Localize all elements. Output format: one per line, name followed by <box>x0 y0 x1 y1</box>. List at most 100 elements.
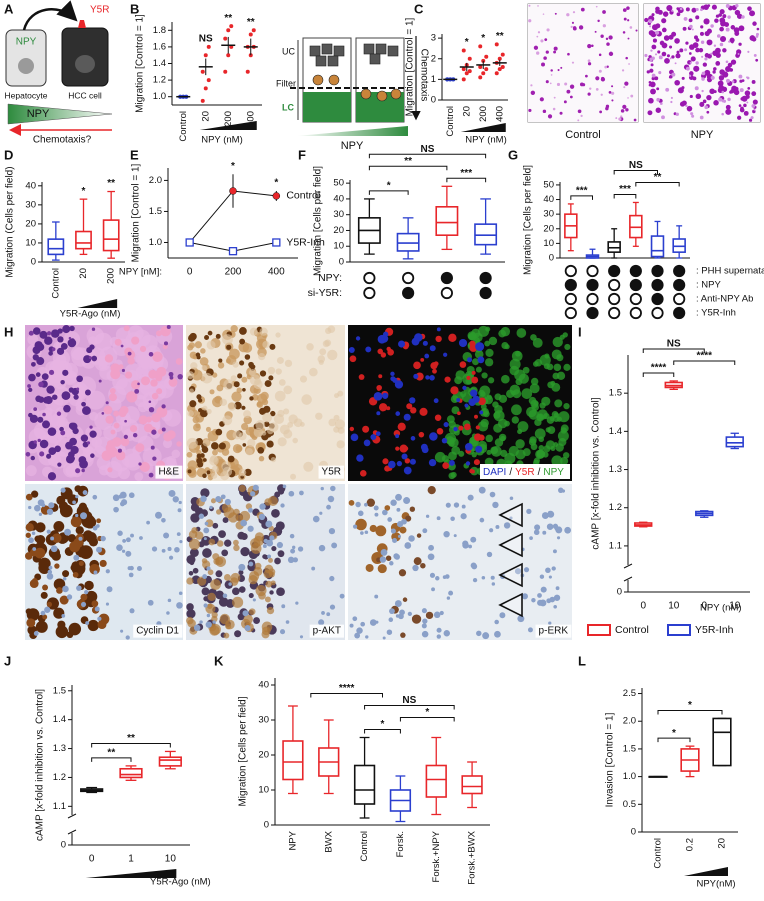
texture <box>563 100 567 104</box>
texture <box>48 565 53 570</box>
texture <box>661 18 667 24</box>
texture <box>389 608 395 615</box>
texture <box>76 375 83 383</box>
texture <box>281 604 286 609</box>
texture <box>670 100 673 104</box>
texture <box>231 391 242 402</box>
texture <box>481 576 486 580</box>
texture <box>498 329 507 338</box>
texture <box>39 451 45 457</box>
texture <box>618 117 622 121</box>
texture <box>378 374 383 379</box>
texture <box>445 436 455 445</box>
texture <box>179 540 183 544</box>
texture <box>509 516 513 520</box>
texture <box>98 379 102 383</box>
texture <box>429 345 436 352</box>
texture <box>236 514 244 522</box>
label-bg <box>318 465 344 479</box>
chamber-label: LC <box>282 102 294 112</box>
data-dot <box>497 67 502 72</box>
texture <box>537 31 541 34</box>
texture <box>704 105 709 110</box>
texture <box>521 593 528 600</box>
texture <box>148 407 155 413</box>
texture <box>266 440 274 448</box>
texture <box>399 526 407 534</box>
x-tick-label: 0 <box>89 854 95 865</box>
texture <box>487 377 495 384</box>
texture <box>650 49 653 52</box>
texture <box>717 80 724 87</box>
texture <box>232 361 239 368</box>
x-axis-label: Y5R-Ago (nM) <box>150 877 211 888</box>
texture <box>409 506 416 512</box>
texture <box>689 94 693 99</box>
texture <box>210 579 221 590</box>
texture <box>206 566 211 571</box>
x-axis-label: NPY [nM]: <box>119 267 162 278</box>
condition-marker <box>479 286 492 300</box>
texture <box>733 27 740 33</box>
texture <box>207 430 219 442</box>
x-tick-label: 10 <box>165 854 177 865</box>
significance: * <box>387 181 391 192</box>
panel-letter: G <box>508 147 518 162</box>
texture <box>218 442 226 450</box>
texture <box>202 473 207 479</box>
texture <box>224 498 231 505</box>
texture <box>155 511 162 519</box>
texture <box>262 412 272 423</box>
texture <box>162 344 168 350</box>
texture <box>207 330 213 336</box>
texture <box>98 613 110 625</box>
texture <box>215 333 221 339</box>
texture <box>238 432 247 441</box>
texture <box>699 101 705 107</box>
legend-swatch <box>667 624 691 636</box>
texture <box>474 414 478 419</box>
texture <box>196 453 202 459</box>
texture <box>669 57 672 60</box>
texture <box>150 379 158 387</box>
texture <box>403 466 412 475</box>
texture <box>681 76 685 80</box>
direction-label: Chemotaxis <box>418 49 429 102</box>
significance: ** <box>107 748 115 759</box>
texture <box>301 394 312 405</box>
texture <box>232 596 244 608</box>
texture <box>60 505 70 515</box>
significance: * <box>465 37 469 48</box>
texture <box>484 340 491 347</box>
y-tick-label: 2.0 <box>149 175 162 186</box>
texture <box>161 548 166 553</box>
texture <box>38 512 43 517</box>
texture <box>552 336 563 348</box>
texture <box>201 372 213 384</box>
texture <box>560 456 569 466</box>
texture <box>698 47 704 53</box>
texture <box>329 575 335 582</box>
texture <box>725 108 732 115</box>
texture <box>393 553 400 560</box>
texture <box>611 99 614 102</box>
texture <box>695 15 700 20</box>
significance: ** <box>127 733 135 744</box>
texture <box>445 502 451 508</box>
texture <box>725 4 730 8</box>
texture <box>186 577 194 585</box>
texture <box>671 31 677 37</box>
texture <box>480 391 486 397</box>
texture <box>122 538 127 543</box>
x-tick-label: Forsk. <box>395 831 406 857</box>
texture <box>648 83 652 87</box>
texture <box>435 576 440 581</box>
texture <box>209 623 221 636</box>
dose-wedge <box>460 123 506 132</box>
texture <box>37 396 45 403</box>
texture <box>627 19 630 22</box>
texture <box>403 497 411 505</box>
texture <box>264 380 272 388</box>
texture <box>25 608 32 615</box>
texture <box>248 593 254 599</box>
